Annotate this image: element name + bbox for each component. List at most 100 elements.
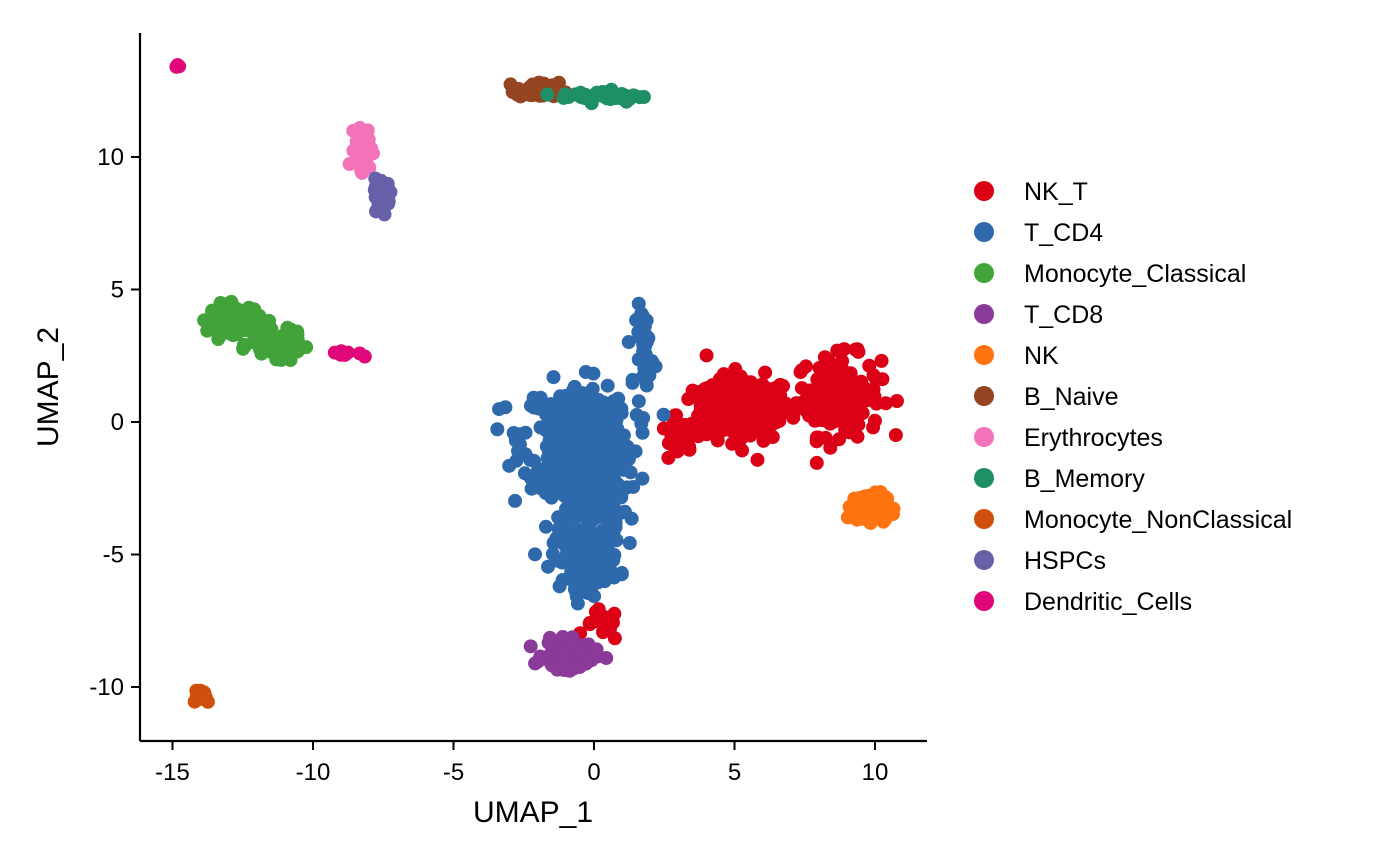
series-HSPCs [367, 171, 398, 222]
legend-key [974, 509, 994, 529]
data-point [172, 59, 187, 74]
data-point [866, 420, 881, 435]
legend-item: B_Memory [974, 465, 1145, 493]
data-point [528, 547, 543, 562]
series-Erythrocytes [342, 121, 381, 180]
data-point [599, 449, 614, 464]
data-point [518, 425, 533, 440]
legend-label: Monocyte_Classical [1024, 260, 1246, 288]
data-point [811, 430, 826, 445]
data-point [598, 533, 613, 548]
data-point [823, 440, 838, 455]
legend-key [974, 304, 994, 324]
legend-key [974, 181, 994, 201]
data-point [750, 452, 765, 467]
data-point [502, 458, 517, 473]
data-point [540, 87, 555, 102]
legend-label: Monocyte_NonClassical [1024, 506, 1292, 534]
data-point [290, 332, 305, 347]
data-point [836, 364, 851, 379]
series-B_Memory [540, 82, 651, 111]
y-tick-label: 0 [111, 409, 124, 436]
legend-key [974, 222, 994, 242]
data-point [817, 350, 832, 365]
data-point [567, 379, 582, 394]
x-tick-label: -5 [443, 759, 464, 786]
data-point [857, 506, 872, 521]
data-point [634, 352, 649, 367]
legend-label: B_Memory [1024, 465, 1145, 493]
data-point [644, 354, 659, 369]
data-point [851, 344, 866, 359]
data-point [874, 353, 889, 368]
data-point [725, 436, 740, 451]
data-point [270, 340, 285, 355]
data-point [770, 383, 785, 398]
data-point [710, 433, 725, 448]
data-point [758, 365, 773, 380]
data-point [614, 401, 629, 416]
data-point [794, 363, 809, 378]
data-point [541, 454, 556, 469]
data-point [539, 407, 554, 422]
y-tick-label: 10 [97, 144, 124, 171]
data-point [359, 130, 374, 145]
data-point [555, 658, 570, 673]
legend: NK_T T_CD4 Monocyte_Classical T_CD8 NK B_Naiv… [974, 178, 1292, 616]
data-point [656, 407, 671, 422]
data-point [573, 471, 588, 486]
legend-label: HSPCs [1024, 547, 1106, 575]
ticks: -15 -10 -5 0 5 10 -10 -5 0 5 10 [89, 144, 888, 786]
series-NK [840, 485, 901, 530]
data-point [582, 616, 597, 631]
series-Monocyte_Classical [197, 294, 314, 368]
data-point [523, 452, 538, 467]
series-T_CD4 [490, 296, 671, 611]
data-point [699, 348, 714, 363]
data-point [555, 394, 570, 409]
legend-label: NK_T [1024, 178, 1088, 206]
legend-key [974, 591, 994, 611]
data-point [357, 349, 372, 364]
data-point [575, 490, 590, 505]
data-point [585, 645, 600, 660]
data-point [865, 385, 880, 400]
data-point [579, 91, 594, 106]
data-point [841, 388, 856, 403]
data-point [333, 346, 348, 361]
data-point [585, 381, 600, 396]
data-point [598, 399, 613, 414]
data-point [607, 631, 622, 646]
data-point [735, 443, 750, 458]
data-point [695, 394, 710, 409]
data-point [661, 450, 676, 465]
legend-item: Monocyte_Classical [974, 260, 1246, 288]
data-point [553, 479, 568, 494]
data-point [757, 394, 772, 409]
data-point [797, 394, 812, 409]
data-point [533, 390, 548, 405]
data-point [538, 486, 553, 501]
data-point [677, 428, 692, 443]
data-point [549, 443, 564, 458]
data-point [541, 635, 556, 650]
data-point [569, 589, 584, 604]
data-point [814, 397, 829, 412]
legend-key [974, 263, 994, 283]
data-point [550, 553, 565, 568]
legend-key [974, 550, 994, 570]
data-point [510, 82, 525, 97]
data-point [508, 493, 523, 508]
data-point [704, 410, 719, 425]
data-point [565, 452, 580, 467]
data-point [594, 88, 609, 103]
series-T_CD8 [523, 630, 614, 678]
data-point [563, 572, 578, 587]
data-point [584, 581, 599, 596]
series-Dendritic_Cells [169, 58, 372, 364]
data-point [832, 397, 847, 412]
data-point [737, 385, 752, 400]
data-point [726, 417, 741, 432]
data-point [600, 378, 615, 393]
data-point [197, 692, 212, 707]
